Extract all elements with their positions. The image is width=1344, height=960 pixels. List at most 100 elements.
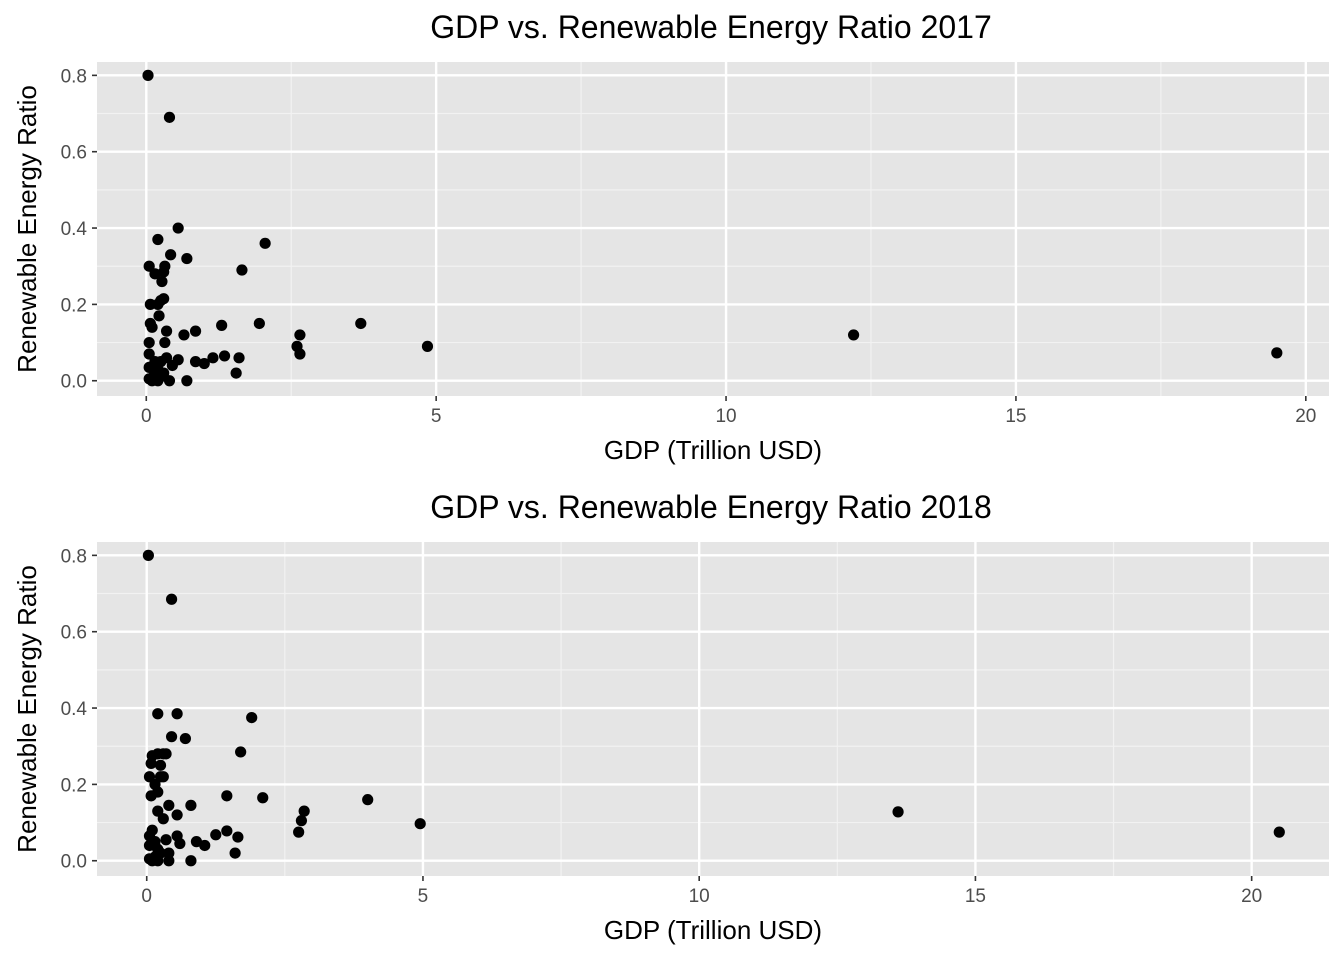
- data-point: [155, 371, 167, 383]
- data-point: [154, 759, 167, 771]
- y-tick-label: 0.8: [61, 546, 87, 567]
- x-tick-label: 5: [418, 886, 429, 907]
- chart-panel-2018: GDP vs. Renewable Energy Ratio 2018 0 5 10…: [12, 489, 1329, 945]
- data-point: [189, 325, 202, 337]
- x-tick-label: 15: [1005, 406, 1026, 427]
- y-axis-label: Renewable Energy Ratio: [12, 85, 42, 373]
- data-point: [166, 359, 178, 372]
- data-point: [142, 69, 154, 81]
- x-tick-label: 0: [141, 886, 152, 907]
- data-point: [143, 348, 155, 360]
- data-point: [157, 813, 169, 825]
- data-point: [181, 252, 193, 265]
- data-point: [163, 375, 176, 387]
- data-point: [178, 329, 190, 341]
- data-point: [160, 834, 172, 846]
- y-tick-label: 0.6: [61, 623, 87, 644]
- x-axis-label: GDP (Trillion USD): [604, 435, 822, 465]
- data-point: [232, 831, 244, 843]
- data-point: [149, 268, 161, 280]
- data-point: [171, 708, 183, 720]
- data-point: [1273, 826, 1285, 838]
- data-point: [298, 805, 310, 817]
- data-point: [159, 336, 171, 349]
- data-point: [172, 222, 184, 234]
- axis-ticks: 0 5 10 15 20 0.0 0.2 0.4 0.6 0.8: [61, 546, 1263, 907]
- data-point: [199, 839, 211, 852]
- data-points: [142, 69, 1283, 387]
- y-tick-label: 0.4: [61, 219, 88, 240]
- axis-ticks: 0 5 10 15 20 0.0 0.2 0.4 0.6 0.8: [61, 66, 1317, 427]
- y-tick-label: 0.6: [61, 143, 87, 164]
- data-point: [218, 350, 231, 362]
- x-tick-label: 10: [689, 886, 710, 907]
- y-tick-label: 0.2: [61, 775, 87, 796]
- data-point: [156, 275, 168, 288]
- data-point: [145, 757, 157, 769]
- data-point: [163, 799, 175, 811]
- data-point: [152, 708, 164, 720]
- data-point: [160, 748, 172, 760]
- x-tick-label: 15: [965, 886, 986, 907]
- data-point: [294, 329, 306, 341]
- data-point: [181, 375, 193, 387]
- data-point: [146, 321, 158, 333]
- data-point: [257, 792, 269, 804]
- data-points: [142, 549, 1285, 867]
- x-tick-label: 20: [1295, 406, 1316, 427]
- grid-lines: [97, 62, 1329, 396]
- data-point: [152, 298, 164, 310]
- data-point: [210, 829, 222, 841]
- data-point: [246, 711, 258, 724]
- data-point: [174, 837, 186, 850]
- data-point: [847, 329, 860, 341]
- data-point: [221, 825, 233, 837]
- data-point: [185, 799, 197, 811]
- data-point: [293, 826, 305, 838]
- x-tick-label: 5: [431, 406, 442, 427]
- data-point: [295, 815, 308, 827]
- y-tick-label: 0.0: [61, 372, 87, 393]
- data-point: [207, 352, 219, 364]
- y-tick-label: 0.4: [61, 699, 88, 720]
- data-point: [157, 771, 169, 783]
- data-point: [165, 593, 178, 605]
- chart-title: GDP vs. Renewable Energy Ratio 2018: [430, 489, 992, 525]
- data-point: [185, 855, 197, 867]
- data-point: [294, 348, 306, 360]
- data-point: [421, 340, 434, 352]
- data-point: [160, 325, 173, 337]
- data-point: [230, 367, 242, 379]
- data-point: [145, 790, 157, 802]
- data-point: [253, 317, 265, 330]
- data-point: [143, 336, 155, 349]
- data-point: [143, 260, 155, 272]
- y-axis-label: Renewable Energy Ratio: [12, 565, 42, 853]
- chart-panel-2017: GDP vs. Renewable Energy Ratio 2017 0 5 10…: [12, 9, 1329, 465]
- data-point: [158, 266, 170, 278]
- data-point: [165, 249, 177, 261]
- data-point: [163, 111, 176, 123]
- data-point: [892, 806, 904, 818]
- y-tick-label: 0.8: [61, 66, 87, 87]
- data-point: [165, 731, 178, 743]
- data-point: [189, 356, 202, 368]
- data-point: [142, 549, 154, 561]
- data-point: [153, 310, 165, 322]
- data-point: [216, 319, 228, 331]
- y-tick-label: 0.0: [61, 852, 87, 873]
- data-point: [233, 352, 245, 364]
- x-tick-label: 20: [1241, 886, 1262, 907]
- data-point: [235, 746, 247, 758]
- x-axis-label: GDP (Trillion USD): [604, 915, 822, 945]
- data-point: [221, 790, 233, 802]
- data-point: [179, 732, 191, 745]
- data-point: [163, 855, 175, 867]
- data-point: [229, 847, 241, 859]
- data-point: [152, 233, 164, 246]
- data-point: [171, 809, 183, 821]
- data-point: [1271, 347, 1283, 359]
- y-tick-label: 0.2: [61, 295, 87, 316]
- data-point: [149, 851, 161, 863]
